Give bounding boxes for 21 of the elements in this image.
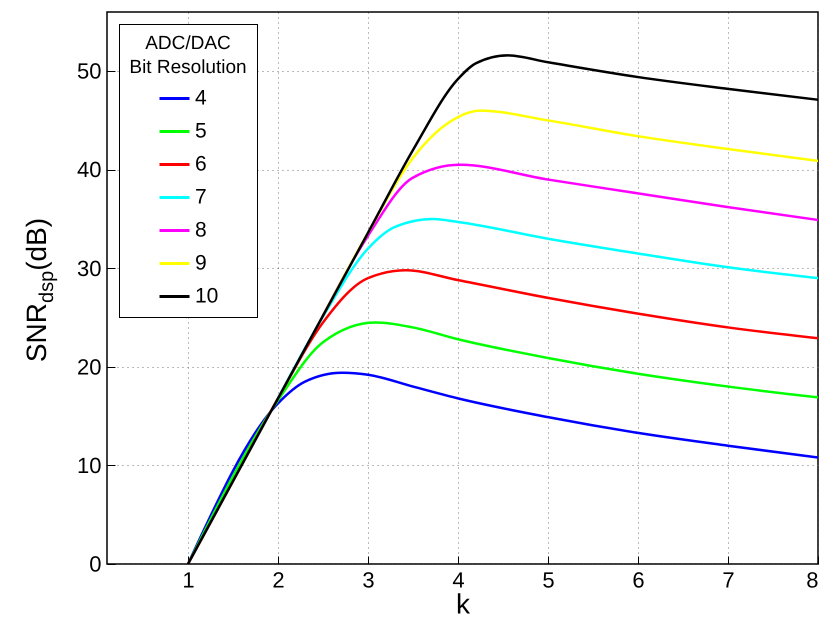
y-tick-label: 40: [77, 157, 102, 182]
y-tick-label: 50: [77, 58, 102, 84]
x-tick-label: 7: [722, 568, 735, 592]
y-tick-label: 10: [77, 452, 102, 478]
y-tick-label: 0: [89, 552, 102, 576]
x-tick-label: 5: [542, 568, 555, 592]
legend-label: 6: [195, 152, 207, 176]
legend-label: 7: [195, 186, 207, 208]
y-tick-label: 20: [77, 354, 102, 380]
legend-label: 4: [195, 86, 207, 110]
x-tick-label: 6: [632, 568, 645, 592]
legend-label: 8: [195, 218, 207, 242]
x-tick-label: 2: [272, 568, 285, 592]
x-tick-label: 8: [806, 568, 818, 592]
legend-label: 5: [195, 120, 207, 142]
legend-label: 10: [195, 284, 218, 308]
y-tick-label: 30: [77, 256, 102, 281]
legend-title: ADC/DAC Bit Resolution: [129, 33, 247, 78]
x-tick-label: 1: [182, 568, 195, 592]
x-tick-label: 3: [362, 568, 375, 592]
legend-label: 9: [195, 252, 207, 274]
